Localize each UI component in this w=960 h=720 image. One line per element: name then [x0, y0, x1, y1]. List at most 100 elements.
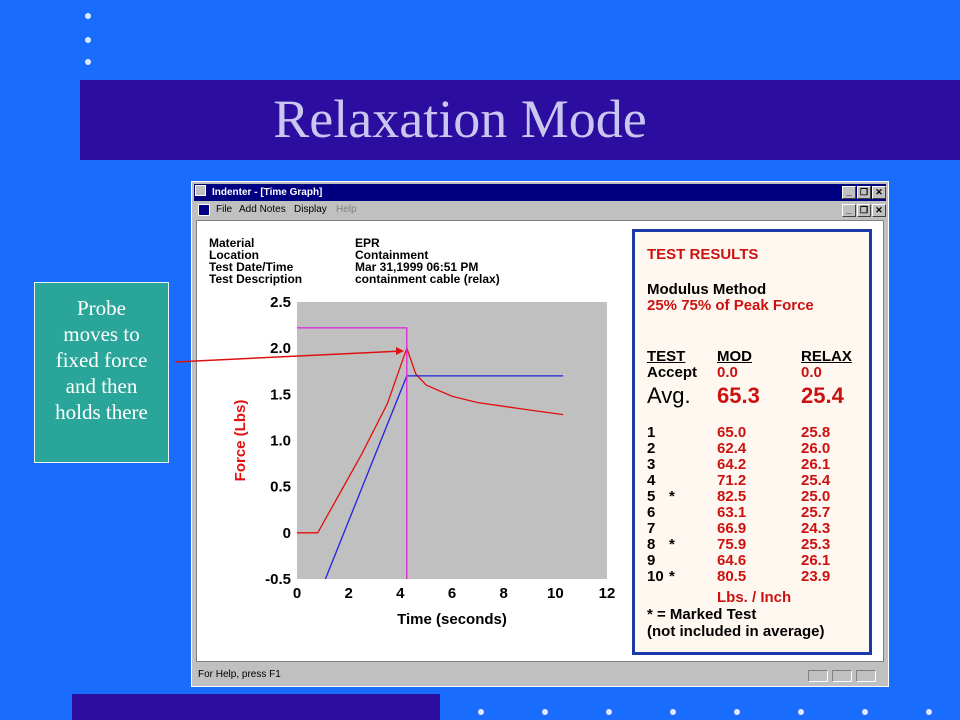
row-test: 6	[647, 504, 656, 521]
y-tick-label: 2.0	[270, 340, 291, 357]
child-restore-icon[interactable]: ❐	[857, 204, 871, 217]
row-mod: 71.2	[717, 472, 747, 489]
info-value: Containment	[355, 248, 429, 262]
bullet-dot	[670, 709, 676, 715]
slide-title: Relaxation Mode	[273, 89, 647, 149]
method-name: Modulus Method	[647, 281, 767, 298]
test-results-panel: TEST RESULTS Modulus Method 25% 75% of P…	[632, 229, 872, 655]
y-tick-label: 0	[283, 525, 291, 542]
callout-box: Probe moves to fixed force and then hold…	[34, 282, 169, 463]
bullet-dot	[85, 13, 91, 19]
row-relax: 25.4	[801, 472, 831, 489]
row-relax: 25.7	[801, 504, 831, 521]
info-label: Location	[209, 248, 259, 262]
close-icon[interactable]: ✕	[872, 186, 886, 199]
row-mod: 82.5	[717, 488, 747, 505]
row-test: 2	[647, 440, 656, 457]
row-relax: 26.0	[801, 440, 831, 457]
status-indicator	[808, 670, 828, 682]
row-test: 4	[647, 472, 656, 489]
x-tick-label: 6	[448, 585, 456, 602]
status-text: For Help, press F1	[198, 669, 281, 680]
bullet-dot	[542, 709, 548, 715]
marked-note: * = Marked Test	[647, 606, 757, 623]
y-tick-label: 1.5	[270, 386, 291, 403]
col-test-header: TEST	[647, 348, 686, 365]
restore-icon[interactable]: ❐	[857, 186, 871, 199]
marked-note-detail: (not included in average)	[647, 623, 825, 640]
row-test: 1	[647, 424, 656, 441]
graph-client-area: Material Location Test Date/Time Test De…	[196, 220, 884, 662]
row-test: 10	[647, 568, 664, 585]
status-indicator	[832, 670, 852, 682]
series-line-magenta	[297, 327, 408, 579]
row-mod: 80.5	[717, 568, 747, 585]
units-label: Lbs. / Inch	[717, 589, 792, 606]
info-label: Test Date/Time	[209, 260, 294, 274]
y-tick-label: 2.5	[270, 294, 291, 311]
callout-line: holds there	[55, 400, 148, 424]
accept-mod: 0.0	[717, 364, 738, 381]
avg-mod: 65.3	[717, 383, 760, 408]
x-tick-label: 10	[547, 585, 564, 602]
document-icon[interactable]	[198, 204, 210, 216]
col-relax-header: RELAX	[801, 348, 852, 365]
bullet-dot	[734, 709, 740, 715]
row-mod: 75.9	[717, 536, 747, 553]
row-relax: 25.8	[801, 424, 831, 441]
window-title-bar[interactable]: Indenter - [Time Graph]	[194, 184, 886, 201]
results-heading: TEST RESULTS	[647, 246, 759, 263]
slide-title-bar: Relaxation Mode	[80, 80, 960, 160]
method-detail: 25% 75% of Peak Force	[647, 297, 814, 314]
row-test: 3	[647, 456, 656, 473]
row-test: 8	[647, 536, 656, 553]
x-tick-label: 8	[499, 585, 507, 602]
menu-add-notes[interactable]: Add Notes	[239, 204, 286, 215]
bullet-dot	[926, 709, 932, 715]
child-close-icon[interactable]: ✕	[872, 204, 886, 217]
row-mark: *	[669, 488, 675, 505]
info-value: EPR	[355, 236, 380, 250]
status-indicator	[856, 670, 876, 682]
plot-area	[297, 302, 607, 579]
menu-display[interactable]: Display	[294, 204, 327, 215]
row-mod: 63.1	[717, 504, 747, 521]
row-mod: 64.2	[717, 456, 747, 473]
bullet-dot	[85, 37, 91, 43]
row-mod: 64.6	[717, 552, 747, 569]
minimize-icon[interactable]: _	[842, 186, 856, 199]
menu-help[interactable]: Help	[336, 204, 357, 215]
y-axis-label: Force (Lbs)	[232, 400, 249, 482]
x-axis-label: Time (seconds)	[397, 611, 507, 628]
row-mod: 65.0	[717, 424, 747, 441]
row-relax: 26.1	[801, 456, 831, 473]
accept-label: Accept	[647, 364, 698, 381]
bullet-dot	[606, 709, 612, 715]
row-mark: *	[669, 568, 675, 585]
y-tick-label: -0.5	[265, 571, 291, 588]
callout-line: and then	[65, 374, 138, 398]
x-tick-label: 4	[396, 585, 405, 602]
x-tick-label: 2	[344, 585, 352, 602]
row-relax: 25.3	[801, 536, 831, 553]
bullet-dot	[478, 709, 484, 715]
bullet-dot	[85, 59, 91, 65]
app-icon[interactable]	[195, 185, 206, 196]
row-mod: 66.9	[717, 520, 747, 537]
info-value: containment cable (relax)	[355, 272, 500, 286]
menu-file[interactable]: File	[216, 204, 233, 215]
row-mark: *	[669, 536, 675, 553]
slide-footer-bar	[72, 694, 440, 720]
callout-line: Probe	[77, 296, 126, 320]
avg-label: Avg.	[647, 383, 691, 408]
row-mod: 62.4	[717, 440, 747, 457]
series-line-force	[297, 346, 564, 534]
row-test: 5	[647, 488, 656, 505]
x-tick-label: 0	[293, 585, 301, 602]
callout-line: moves to	[63, 322, 140, 346]
window-title: Indenter - [Time Graph]	[212, 187, 323, 198]
accept-relax: 0.0	[801, 364, 822, 381]
row-relax: 25.0	[801, 488, 831, 505]
child-minimize-icon[interactable]: _	[842, 204, 856, 217]
